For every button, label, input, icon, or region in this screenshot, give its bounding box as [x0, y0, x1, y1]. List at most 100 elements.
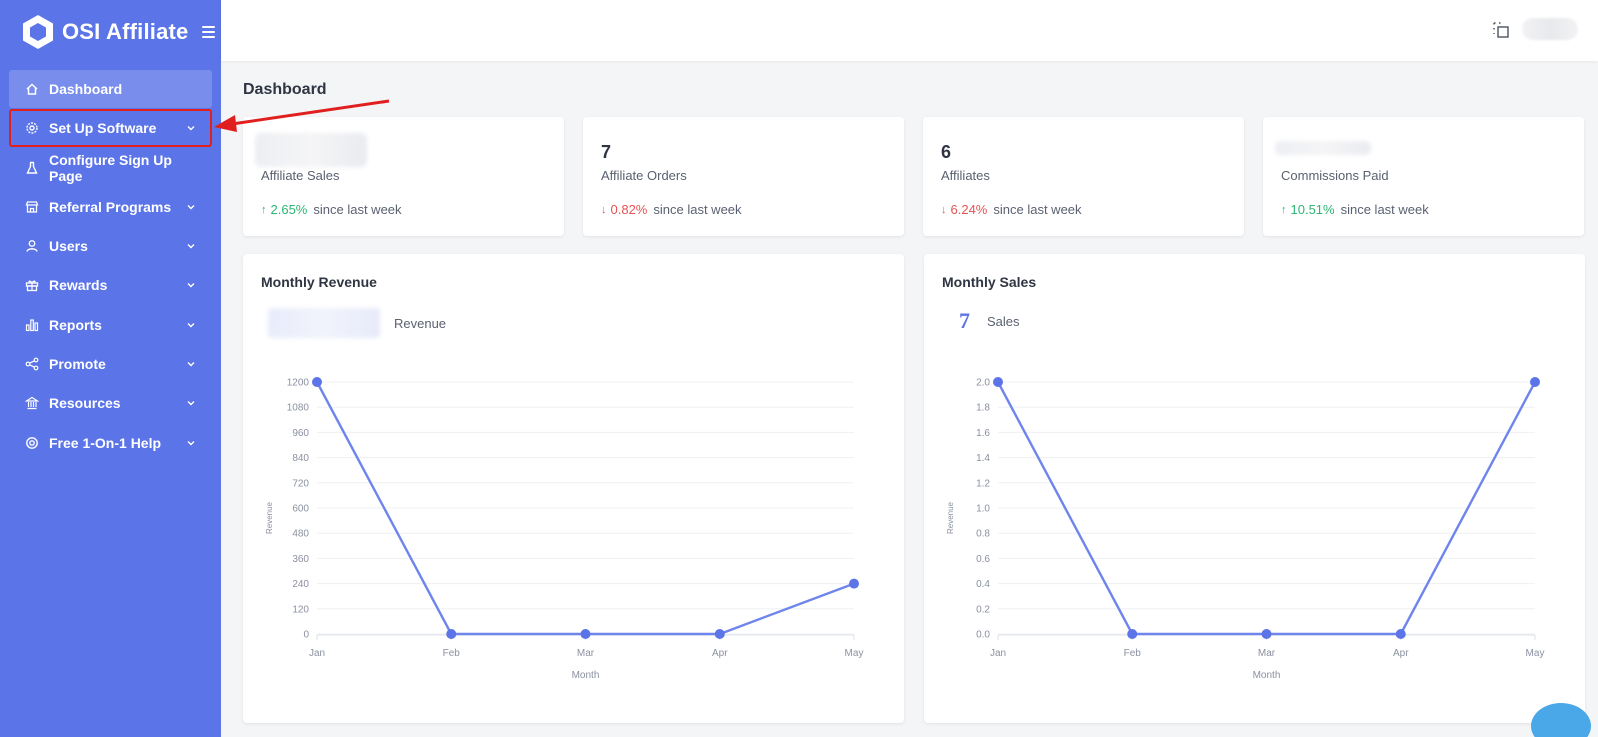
data-point[interactable]	[1261, 629, 1272, 639]
chevron-down-icon[interactable]	[186, 123, 196, 133]
data-point[interactable]	[714, 629, 725, 639]
stat-value: 7	[601, 142, 612, 162]
sales-line-chart: 0.0 0.2 0.4 0.6 0.8 1.0 1.2 1.4 1.6 1.8 2.0 Jan Feb M…	[946, 377, 1545, 681]
sidebar-item-rewards[interactable]: Rewards	[9, 266, 212, 304]
x-axis-label: Month	[572, 670, 600, 681]
stat-value: 6	[941, 142, 952, 162]
monthly-sales-card: Monthly Sales 7 Sales 0.0 0.2 0.4 0.6 0.8 1.0…	[924, 254, 1591, 737]
fullscreen-icon[interactable]	[1492, 21, 1510, 39]
x-tick-label: May	[1526, 648, 1545, 659]
stat-label: Commissions Paid	[1281, 168, 1389, 183]
y-tick-label: 1.2	[976, 478, 990, 489]
sidebar-item-label: Dashboard	[49, 81, 123, 97]
user-avatar[interactable]	[1522, 18, 1578, 40]
y-tick-label: 600	[292, 504, 309, 515]
x-tick-label: Feb	[443, 648, 461, 659]
sidebar-item-referral-programs[interactable]: Referral Programs	[9, 188, 212, 226]
x-tick-label: Jan	[309, 648, 325, 659]
arrow-down-icon: ↓	[941, 203, 947, 216]
arrow-up-icon: ↑	[1281, 203, 1287, 216]
data-point[interactable]	[993, 377, 1003, 387]
sidebar-item-label: Rewards	[49, 277, 108, 294]
chevron-down-icon[interactable]	[186, 438, 196, 448]
sidebar-item-label: Free 1-On-1 Help	[49, 434, 162, 451]
revenue-value-redacted	[268, 308, 380, 338]
change-percent: 2.65%	[270, 202, 308, 217]
share-icon	[25, 357, 39, 371]
y-tick-label: 720	[292, 478, 309, 489]
summary-value: 7	[959, 308, 970, 333]
data-point[interactable]	[1530, 377, 1540, 387]
y-tick-label: 1.4	[976, 453, 990, 464]
change-suffix: since last week	[1340, 202, 1429, 217]
y-tick-label: 360	[292, 554, 309, 565]
chart-title: Monthly Sales	[942, 274, 1037, 290]
bar-chart-icon	[25, 318, 39, 332]
sidebar-item-dashboard[interactable]: Dashboard	[9, 70, 212, 108]
y-tick-label: 1080	[287, 403, 310, 414]
chevron-down-icon[interactable]	[186, 202, 196, 212]
sidebar-item-label: Configure Sign Up Page	[49, 151, 172, 184]
chevron-down-icon[interactable]	[186, 320, 196, 330]
chevron-down-icon[interactable]	[186, 359, 196, 369]
stat-change: ↑ 10.51% since last week	[1281, 202, 1429, 217]
stat-change: ↑ 2.65% since last week	[261, 202, 402, 217]
sidebar-item-label: Set Up Software	[49, 120, 157, 137]
sidebar-item-set-up-software[interactable]: Set Up Software	[9, 109, 212, 148]
stat-card-affiliate-orders: 7 Affiliate Orders ↓ 0.82% since last week	[583, 117, 904, 236]
y-tick-label: 960	[292, 428, 309, 439]
y-tick-label: 0.4	[976, 579, 990, 590]
stat-label: Affiliates	[941, 168, 990, 183]
monthly-revenue-card: Monthly Revenue Revenue 0 120 240 360 480 600…	[243, 254, 904, 723]
y-tick-label: 120	[292, 604, 309, 615]
x-tick-label: Mar	[1258, 648, 1276, 659]
data-point[interactable]	[1127, 629, 1138, 639]
y-axis-label: Revenue	[265, 501, 274, 534]
change-suffix: since last week	[313, 202, 402, 217]
data-point[interactable]	[312, 377, 322, 387]
stat-label: Affiliate Sales	[261, 168, 340, 183]
y-tick-label: 0.6	[976, 554, 990, 565]
chevron-down-icon[interactable]	[186, 398, 196, 408]
sidebar-item-configure-sign-up-page[interactable]: Configure Sign Up Page	[9, 149, 212, 187]
sidebar-item-label: Reports	[49, 316, 102, 333]
bank-icon	[25, 396, 39, 410]
x-tick-label: Feb	[1124, 648, 1142, 659]
gear-icon	[25, 121, 39, 135]
data-point[interactable]	[849, 578, 859, 589]
sidebar-item-label: Referral Programs	[49, 198, 172, 215]
sidebar-item-users[interactable]: Users	[9, 227, 212, 265]
y-axis-label: Revenue	[946, 501, 955, 534]
sidebar-item-promote[interactable]: Promote	[9, 345, 212, 383]
stat-value-redacted	[255, 133, 367, 167]
hamburger-menu-icon[interactable]	[202, 26, 216, 38]
arrow-up-icon: ↑	[261, 203, 267, 216]
stat-card-affiliate-sales: Affiliate Sales ↑ 2.65% since last week	[243, 117, 564, 236]
home-icon	[25, 82, 39, 96]
sidebar-item-reports[interactable]: Reports	[9, 306, 212, 344]
chart-summary: Revenue	[268, 308, 446, 338]
change-suffix: since last week	[993, 202, 1082, 217]
gift-icon	[25, 278, 39, 292]
stat-value-redacted	[1275, 141, 1371, 155]
chevron-down-icon[interactable]	[186, 241, 196, 251]
chart-summary: 7 Sales	[959, 308, 1020, 334]
data-point[interactable]	[580, 629, 591, 639]
sidebar-item-free-1-on-1-help[interactable]: Free 1-On-1 Help	[9, 424, 212, 462]
y-tick-label: 0.8	[976, 529, 990, 540]
sidebar-item-resources[interactable]: Resources	[9, 384, 212, 422]
sidebar-item-label: Resources	[49, 395, 121, 412]
sidebar-item-label: Users	[49, 238, 88, 255]
y-tick-label: 480	[292, 529, 309, 540]
x-tick-label: Apr	[712, 648, 728, 659]
chevron-down-icon[interactable]	[186, 280, 196, 290]
x-axis-label: Month	[1253, 670, 1281, 681]
data-point[interactable]	[446, 629, 457, 639]
y-tick-label: 0.0	[976, 630, 990, 641]
chat-bubble-icon[interactable]	[1531, 703, 1591, 737]
data-point[interactable]	[1395, 629, 1406, 639]
sidebar: OSI Affiliate Dashboard Set Up Software Co…	[0, 0, 221, 737]
hexagon-logo-icon[interactable]	[22, 14, 54, 50]
brand: OSI Affiliate	[0, 0, 221, 64]
sidebar-item-label: Promote	[49, 356, 106, 373]
